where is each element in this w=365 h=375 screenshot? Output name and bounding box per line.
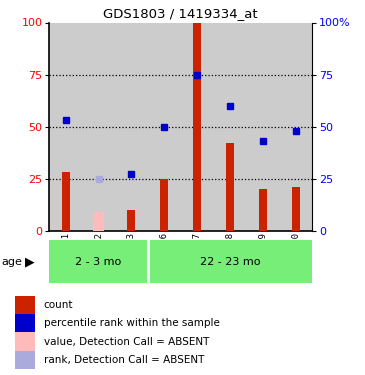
Bar [259,189,267,231]
Text: value, Detection Call = ABSENT: value, Detection Call = ABSENT [44,336,209,346]
Bar [115,22,148,231]
Text: ▶: ▶ [25,255,34,268]
Bar [292,187,300,231]
Bar [15,314,35,333]
Bar [246,22,279,231]
Bar [15,351,35,369]
Bar [127,210,135,231]
Title: GDS1803 / 1419334_at: GDS1803 / 1419334_at [103,7,258,20]
Bar [62,172,70,231]
Text: count: count [44,300,73,310]
Bar [193,22,201,231]
Text: rank, Detection Call = ABSENT: rank, Detection Call = ABSENT [44,355,204,365]
Bar [214,22,246,231]
Bar [181,22,214,231]
Bar [49,22,82,231]
Text: percentile rank within the sample: percentile rank within the sample [44,318,220,328]
Text: age: age [2,256,23,267]
Bar [160,178,168,231]
Bar [15,333,35,351]
Bar [82,22,115,231]
Bar [93,212,104,231]
Bar [15,296,35,314]
Text: 2 - 3 mo: 2 - 3 mo [76,256,122,267]
Bar [226,143,234,231]
Bar [148,22,181,231]
Text: 22 - 23 mo: 22 - 23 mo [200,256,260,267]
Bar [279,22,312,231]
